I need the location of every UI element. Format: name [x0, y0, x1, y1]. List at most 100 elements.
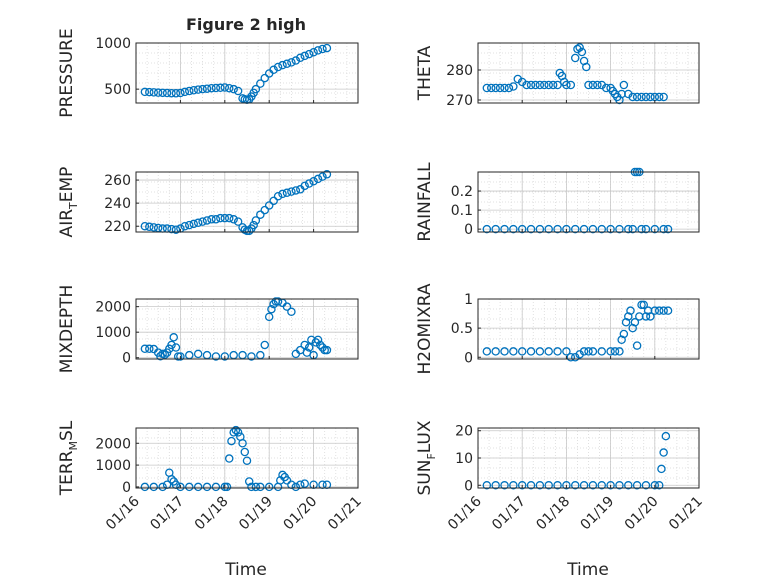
data-point	[269, 65, 278, 75]
data-point	[282, 476, 292, 485]
data-point	[577, 47, 587, 57]
data-point	[227, 436, 236, 446]
data-point	[211, 83, 221, 93]
axes-box-2	[477, 42, 700, 104]
data-point	[654, 92, 664, 102]
data-point	[646, 92, 655, 102]
data-point	[233, 217, 243, 226]
data-point	[579, 224, 589, 234]
data-point	[610, 347, 620, 356]
data-point	[641, 224, 651, 234]
axes-box-7	[135, 427, 359, 489]
data-point	[553, 481, 562, 490]
data-point	[304, 179, 314, 188]
data-point	[180, 221, 190, 231]
data-point	[535, 224, 545, 234]
data-point	[650, 306, 660, 315]
data-point	[269, 196, 278, 206]
data-point	[256, 210, 265, 219]
grid-lines-3	[135, 172, 359, 232]
data-point	[282, 188, 292, 198]
data-point	[606, 224, 615, 234]
y-tick-label: 260	[104, 173, 131, 189]
data-point	[185, 220, 194, 230]
data-point	[487, 83, 496, 93]
subplot-3: 220 240 260 AIRTEMP	[57, 167, 359, 237]
series-2	[482, 43, 668, 105]
data-point	[322, 345, 332, 355]
y-tick-label: 1000	[95, 325, 131, 341]
data-point	[570, 53, 580, 63]
y-tick-label: 0.2	[451, 184, 473, 200]
y-axis-label-6: H2OMIXRA	[415, 283, 435, 374]
data-point	[562, 481, 571, 490]
data-point	[244, 477, 254, 486]
data-point	[491, 224, 500, 234]
data-point	[176, 352, 185, 361]
data-point	[619, 80, 629, 90]
data-point	[318, 343, 327, 352]
data-point	[300, 479, 309, 488]
data-point	[566, 353, 576, 362]
data-point	[167, 88, 176, 98]
data-point	[601, 83, 611, 93]
data-point	[291, 56, 301, 65]
data-point	[249, 220, 258, 230]
y-tick-label: 0	[464, 350, 473, 366]
data-point	[162, 88, 172, 98]
data-point	[278, 189, 287, 199]
data-point	[597, 224, 607, 234]
data-point	[654, 481, 664, 490]
data-point	[273, 62, 283, 72]
data-point	[309, 176, 318, 186]
data-point	[140, 344, 150, 354]
data-point	[238, 439, 247, 448]
y-tick-label: 0	[122, 351, 131, 367]
data-point	[244, 226, 254, 236]
y-tick-label: 280	[446, 63, 473, 79]
data-point	[500, 83, 509, 93]
data-point	[544, 347, 553, 356]
data-point	[588, 80, 598, 90]
data-point	[535, 347, 545, 356]
data-point	[615, 224, 624, 234]
y-tick-label: 0.1	[451, 203, 473, 219]
data-point	[639, 300, 649, 310]
data-point	[220, 352, 230, 361]
data-point	[637, 92, 646, 102]
data-point	[211, 482, 221, 492]
y-axis-label-8: SUNFLUX	[415, 420, 438, 495]
data-point	[588, 224, 598, 234]
data-point	[220, 213, 230, 223]
data-point	[267, 304, 276, 314]
data-point	[482, 481, 492, 490]
y-tick-label: 2000	[95, 300, 131, 316]
data-point	[167, 475, 176, 484]
x-axis-label-left: Time	[224, 560, 267, 580]
data-point	[300, 51, 309, 61]
data-point	[251, 216, 261, 225]
data-point	[202, 84, 212, 93]
data-point	[202, 482, 212, 492]
data-point	[211, 215, 221, 224]
data-point	[606, 347, 615, 356]
data-point	[291, 482, 301, 492]
subplot-6: 0 0.5 1 H2OMIXRA	[415, 283, 700, 375]
data-point	[304, 49, 314, 59]
data-point	[169, 333, 178, 342]
data-point	[491, 83, 500, 93]
data-point	[260, 205, 270, 215]
data-point	[562, 80, 571, 90]
y-tick-label: 0	[464, 222, 473, 238]
data-point	[167, 224, 176, 234]
y-axis-label-2: THETA	[415, 45, 435, 101]
data-point	[158, 482, 167, 492]
data-point	[140, 221, 150, 231]
data-point	[153, 88, 163, 97]
data-point	[224, 454, 234, 463]
data-point	[663, 306, 673, 315]
data-point	[282, 302, 292, 311]
data-point	[211, 352, 221, 361]
data-point	[646, 312, 655, 321]
